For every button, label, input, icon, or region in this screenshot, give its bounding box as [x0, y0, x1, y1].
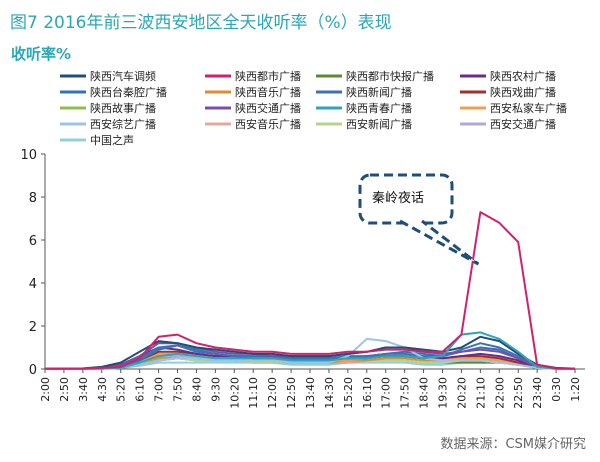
x-axis: 2:00 2:50 3:40 4:30 5:20 6:10 7:00 7:50 8:40 9:30… — [39, 368, 585, 409]
x-tick-label: 16:10 — [361, 377, 374, 409]
legend-label: 陕西汽车调频 — [90, 69, 156, 83]
x-tick-label: 14:30 — [323, 377, 336, 409]
x-tick-label: 17:00 — [380, 377, 393, 409]
x-tick-label: 9:30 — [209, 377, 222, 402]
legend-label: 陕西青春广播 — [346, 101, 412, 115]
x-tick-label: 12:00 — [266, 377, 279, 409]
series-line — [45, 335, 576, 370]
y-tick-label: 0 — [29, 363, 37, 378]
legend-label: 陕西都市快报广播 — [346, 69, 434, 83]
legend-label: 陕西都市广播 — [235, 69, 301, 83]
x-tick-label: 7:00 — [153, 377, 166, 402]
x-tick-label: 4:30 — [96, 377, 109, 402]
callout-label: 秦岭夜话 — [372, 191, 424, 206]
x-tick-label: 22:50 — [512, 377, 525, 409]
x-tick-label: 22:00 — [493, 377, 506, 409]
data-source: 数据来源：CSM媒介研究 — [440, 437, 586, 452]
x-tick-label: 19:30 — [437, 377, 450, 409]
x-tick-label: 3:40 — [77, 377, 90, 402]
callout-box — [358, 173, 454, 225]
x-tick-label: 13:40 — [304, 377, 317, 409]
legend-label: 西安交通广播 — [490, 117, 556, 131]
legend-label: 陕西故事广播 — [90, 101, 156, 115]
x-tick-label: 8:40 — [190, 377, 203, 402]
legend-label: 中国之声 — [90, 133, 134, 147]
y-tick-label: 8 — [29, 191, 37, 206]
chart-legend: 陕西汽车调频 陕西都市广播 陕西都市快报广播 陕西农村广播陕西台秦腔广播 陕西音乐广播陕… — [60, 69, 567, 147]
x-tick-label: 2:00 — [39, 377, 52, 402]
x-tick-label: 23:40 — [531, 377, 544, 409]
legend-label: 陕西新闻广播 — [346, 85, 412, 99]
x-tick-label: 12:50 — [285, 377, 298, 409]
series-line — [45, 331, 576, 370]
x-tick-label: 11:10 — [247, 377, 260, 409]
y-tick-label: 10 — [20, 148, 37, 163]
y-tick-label: 2 — [29, 320, 37, 335]
legend-label: 西安新闻广播 — [346, 117, 412, 131]
y-axis: 0 2 4 6 8 10 — [20, 148, 46, 378]
legend-label: 陕西台秦腔广播 — [90, 85, 167, 99]
series-line — [45, 337, 575, 370]
series-line — [45, 211, 576, 370]
x-tick-label: 18:40 — [418, 377, 431, 409]
x-tick-label: 20:20 — [455, 377, 468, 409]
x-tick-label: 17:50 — [399, 377, 412, 409]
legend-label: 陕西音乐广播 — [235, 85, 301, 99]
figure-title: 图7 2016年前三波西安地区全天收听率（%）表现 — [10, 13, 392, 33]
legend-label: 陕西戏曲广播 — [490, 85, 556, 99]
x-tick-label: 2:50 — [58, 377, 71, 402]
x-tick-label: 0:30 — [550, 377, 563, 402]
legend-label: 西安综艺广播 — [90, 117, 156, 131]
x-tick-label: 15:20 — [342, 377, 355, 409]
chart-unit-title: 收听率% — [11, 45, 72, 63]
legend-label: 陕西交通广播 — [235, 101, 301, 115]
legend-label: 西安音乐广播 — [235, 117, 301, 131]
x-tick-label: 6:10 — [134, 377, 147, 402]
legend-label: 西安私家车广播 — [490, 101, 567, 115]
x-tick-label: 7:50 — [172, 377, 185, 402]
x-tick-label: 21:10 — [474, 377, 487, 409]
x-tick-label: 10:20 — [228, 377, 241, 409]
annotation-callout: 秦岭夜话 — [358, 173, 480, 266]
y-tick-label: 6 — [29, 234, 37, 249]
chart-series — [45, 211, 576, 370]
x-tick-label: 1:20 — [569, 377, 582, 402]
y-tick-label: 4 — [29, 277, 37, 292]
x-tick-label: 5:20 — [115, 377, 128, 402]
legend-label: 陕西农村广播 — [490, 69, 556, 83]
callout-pointer — [399, 219, 480, 266]
